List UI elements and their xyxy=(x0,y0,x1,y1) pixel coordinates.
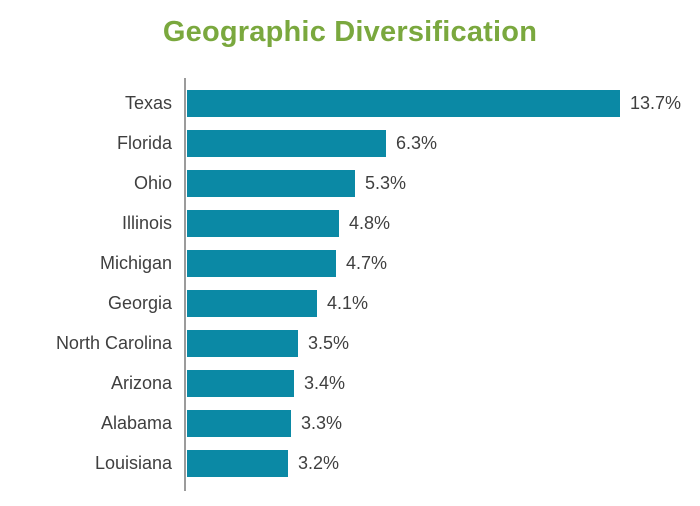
bar-row: Florida 6.3% xyxy=(0,130,700,157)
value-label: 4.8% xyxy=(349,213,391,233)
bar xyxy=(187,450,288,477)
category-label: Georgia xyxy=(107,293,172,313)
bar-area: 3.5% xyxy=(187,330,700,357)
bar-area: 4.1% xyxy=(187,290,700,317)
bar xyxy=(187,370,294,397)
bar xyxy=(187,250,336,277)
bar-row: Michigan 4.7% xyxy=(0,250,700,277)
y-axis-line xyxy=(184,78,186,491)
category-label: North Carolina xyxy=(55,333,172,353)
bar xyxy=(187,170,355,197)
bar xyxy=(187,210,339,237)
value-label: 3.4% xyxy=(304,373,346,393)
bar-area: 13.7% xyxy=(187,90,700,117)
value-label: 3.3% xyxy=(301,413,343,433)
bar-row: Georgia 4.1% xyxy=(0,290,700,317)
value-label: 3.5% xyxy=(308,333,350,353)
category-label: Louisiana xyxy=(94,453,172,473)
bar-row: Illinois 4.8% xyxy=(0,210,700,237)
category-label: Florida xyxy=(116,133,172,153)
bar-area: 6.3% xyxy=(187,130,700,157)
bar-row: Alabama 3.3% xyxy=(0,410,700,437)
bar-area: 3.3% xyxy=(187,410,700,437)
bar xyxy=(187,330,298,357)
bar-row: North Carolina 3.5% xyxy=(0,330,700,357)
category-label: Texas xyxy=(124,93,172,113)
value-label: 13.7% xyxy=(630,93,682,113)
bar-area: 4.8% xyxy=(187,210,700,237)
bar xyxy=(187,410,291,437)
value-label: 4.7% xyxy=(346,253,388,273)
category-label: Illinois xyxy=(121,213,172,233)
bar-area: 5.3% xyxy=(187,170,700,197)
bar-area: 3.2% xyxy=(187,450,700,477)
chart-title: Geographic Diversification xyxy=(162,16,538,48)
category-label: Michigan xyxy=(99,253,172,273)
bar-row: Ohio 5.3% xyxy=(0,170,700,197)
bar-row: Arizona 3.4% xyxy=(0,370,700,397)
value-label: 6.3% xyxy=(396,133,438,153)
bar xyxy=(187,130,386,157)
bar-area: 3.4% xyxy=(187,370,700,397)
category-label: Alabama xyxy=(100,413,172,433)
value-label: 3.2% xyxy=(298,453,340,473)
bar-chart: Texas 13.7% Florida 6.3% Ohio 5.3% Illinois 4.8… xyxy=(0,78,700,491)
category-label: Arizona xyxy=(110,373,172,393)
value-label: 5.3% xyxy=(365,173,407,193)
category-label: Ohio xyxy=(133,173,172,193)
bar-row: Texas 13.7% xyxy=(0,90,700,117)
bar xyxy=(187,90,620,117)
bar xyxy=(187,290,317,317)
bar-area: 4.7% xyxy=(187,250,700,277)
bar-row: Louisiana 3.2% xyxy=(0,450,700,477)
value-label: 4.1% xyxy=(327,293,369,313)
